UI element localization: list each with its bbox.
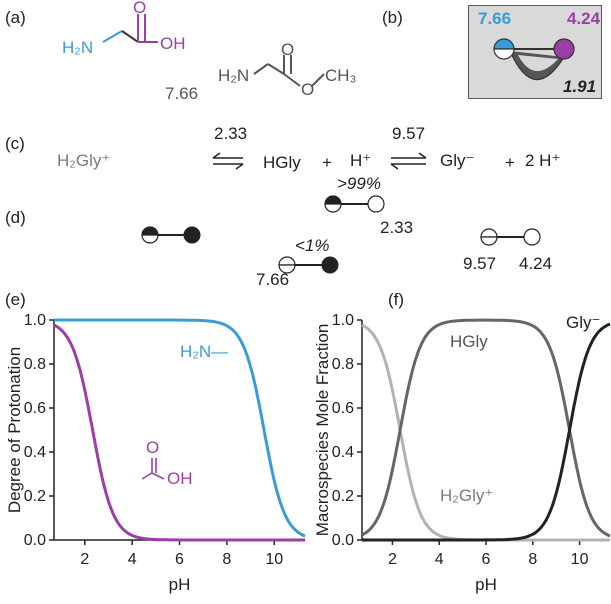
micro-pka-424: 4.24 <box>519 254 553 273</box>
equilibrium-arrows-2 <box>390 152 427 170</box>
y-tick-label: 0.0 <box>24 532 46 549</box>
macrospecies-chart: 0.0 0.2 0.4 0.6 0.8 1.0 2 4 6 8 10 pH Macrospecies M… <box>313 312 611 594</box>
ester-pka-label: 7.66 <box>165 84 199 103</box>
acid-pka-label: 4.24 <box>567 9 601 28</box>
ester-carbonyl-o-label: O <box>281 40 295 59</box>
y-axis-label: Macrospecies Mole Fraction <box>313 324 332 537</box>
x-tick-label: 8 <box>222 551 231 568</box>
plus-sign-2: + <box>505 153 515 172</box>
species-hgly: HGly <box>263 153 301 172</box>
protonation-chart: 0.0 0.2 0.4 0.6 0.8 1.0 2 4 6 8 10 pH Degree of Prot… <box>5 312 306 594</box>
y-tick-label: 0.2 <box>24 488 46 505</box>
panel-label-b: (b) <box>382 8 403 27</box>
y-tick-label: 0.0 <box>332 532 354 549</box>
hgly-curve-label: HGly <box>450 332 488 351</box>
glycine-acid-label: OH <box>160 34 186 53</box>
species-h2gly: H₂Gly⁺ <box>57 151 111 170</box>
neutral-percent: <1% <box>295 236 330 255</box>
micro-pka-233: 2.33 <box>380 218 414 237</box>
cooperativity-graph <box>493 38 575 81</box>
amine-pka-label: 7.66 <box>478 9 512 28</box>
pka2-label: 9.57 <box>392 124 426 143</box>
zwitterion-percent: >99% <box>337 174 381 193</box>
h2gly-curve-label: H₂Gly⁺ <box>440 486 494 505</box>
gly-fraction-curve <box>362 322 611 542</box>
acid-o-label: O <box>146 438 160 457</box>
y-tick-label: 0.8 <box>24 356 46 373</box>
panel-label-a: (a) <box>5 8 26 27</box>
x-tick-label: 10 <box>571 551 589 568</box>
y-tick-label: 0.6 <box>24 400 46 417</box>
x-tick-label: 2 <box>80 551 89 568</box>
microstate-cooperativity-diagram <box>468 5 602 99</box>
x-tick-label: 4 <box>128 551 137 568</box>
panel-label-d: (d) <box>5 208 26 227</box>
x-axis-label: pH <box>475 575 497 594</box>
equilibrium-arrows-1 <box>212 152 244 170</box>
amine-protonation-curve <box>54 318 306 538</box>
x-tick-label: 4 <box>435 551 444 568</box>
species-2-protons: 2 H⁺ <box>525 151 561 170</box>
carbonyl-o-label: O <box>133 0 147 17</box>
species-gly: Gly⁻ <box>440 151 475 170</box>
y-tick-label: 0.4 <box>24 444 46 461</box>
acid-group-glyph <box>141 458 165 480</box>
y-tick-label: 0.4 <box>332 444 354 461</box>
microstate-network <box>141 195 541 274</box>
pka1-label: 2.33 <box>214 124 248 143</box>
glycine-structures <box>102 14 325 87</box>
x-tick-label: 6 <box>482 551 491 568</box>
cooperativity-label: 1.91 <box>563 77 597 96</box>
x-tick-label: 10 <box>265 551 283 568</box>
y-tick-label: 1.0 <box>332 312 354 329</box>
y-tick-label: 0.2 <box>332 488 354 505</box>
species-proton: H⁺ <box>350 151 372 170</box>
panel-label-e: (e) <box>5 290 26 309</box>
gly-curve-label: Gly⁻ <box>566 313 601 332</box>
x-tick-label: 2 <box>388 551 397 568</box>
acid-protonation-curve <box>53 323 305 542</box>
y-tick-label: 1.0 <box>24 312 46 329</box>
glycine-amine-label: H₂N <box>62 38 94 57</box>
amine-curve-label: H₂N— <box>180 342 229 361</box>
x-tick-label: 6 <box>175 551 184 568</box>
x-tick-label: 8 <box>528 551 537 568</box>
micro-pka-957: 9.57 <box>463 254 497 273</box>
ester-methyl-label: CH₃ <box>325 66 357 85</box>
plus-sign-1: + <box>322 153 332 172</box>
panel-label-c: (c) <box>5 134 25 153</box>
y-tick-label: 0.6 <box>332 400 354 417</box>
ester-o-label: O <box>301 80 315 99</box>
ester-amine-label: H₂N <box>218 66 250 85</box>
y-tick-label: 0.8 <box>332 356 354 373</box>
micro-pka-766: 7.66 <box>256 270 290 289</box>
panel-label-f: (f) <box>388 290 405 309</box>
acid-curve-label: OH <box>167 469 193 488</box>
x-axis-label: pH <box>169 575 191 594</box>
hgly-fraction-curve <box>361 318 611 538</box>
y-axis-label: Degree of Protonation <box>5 347 24 513</box>
